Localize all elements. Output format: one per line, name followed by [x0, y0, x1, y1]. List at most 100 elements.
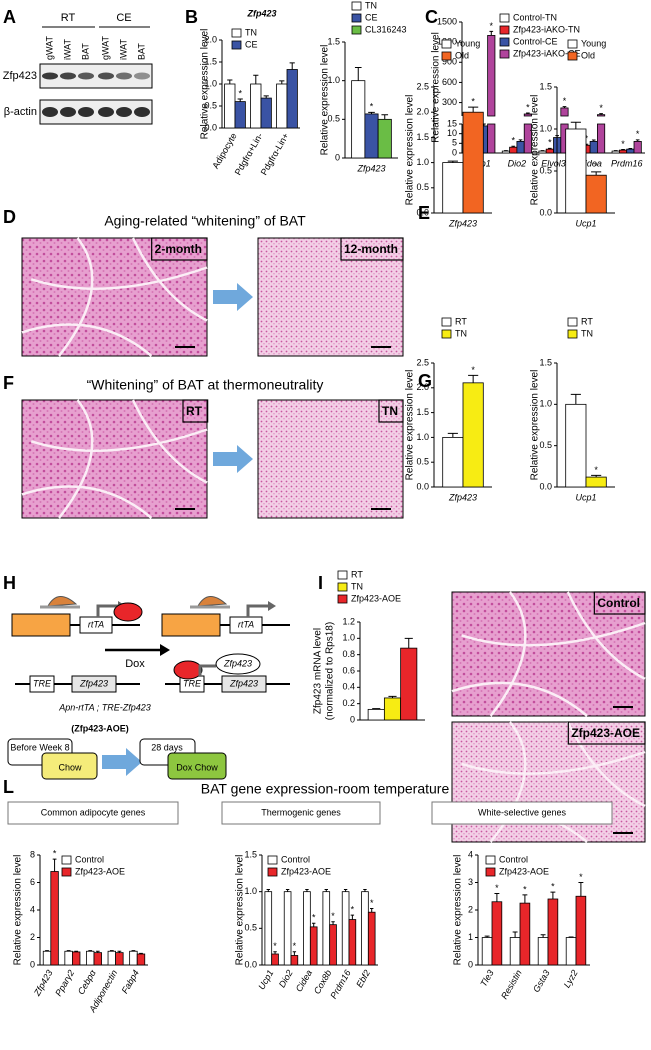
bar	[303, 891, 311, 966]
error-bar	[404, 637, 413, 649]
vessel	[30, 428, 208, 452]
y-axis-label: Relative expression level	[13, 855, 24, 966]
x-tick-label: Elvol3	[541, 158, 566, 168]
bar	[364, 113, 379, 159]
legend-swatch	[485, 855, 496, 865]
significance: *	[526, 102, 530, 112]
bar	[260, 97, 272, 129]
x-tick-label: Zfp423	[448, 218, 477, 228]
header-box	[221, 801, 381, 825]
bar	[107, 950, 117, 966]
legend-label: Zfp423-iAKO-CE	[513, 48, 581, 58]
legend-swatch	[337, 570, 348, 580]
bar	[545, 148, 554, 154]
promoter-block	[11, 613, 71, 637]
timeline-box	[167, 752, 227, 780]
significance: *	[523, 884, 527, 894]
error-bar	[312, 922, 316, 927]
protein-label: Zfp423	[3, 70, 37, 82]
legend-swatch	[567, 317, 578, 327]
error-bar	[343, 888, 348, 892]
error-bar	[74, 950, 79, 952]
y-tick-label: 0.5	[416, 457, 429, 467]
x-tick-label: Dio2	[277, 968, 295, 989]
error-bar	[522, 894, 528, 904]
bar	[93, 952, 102, 966]
blot-group: CE	[116, 12, 131, 24]
y-tick-label: 6	[30, 877, 35, 887]
section-header: White-selective genes	[478, 807, 567, 817]
vessel	[566, 721, 646, 808]
legend-label: TN	[351, 581, 363, 591]
legend-label: RT	[581, 316, 593, 326]
y-tick-label: 1.5	[416, 407, 429, 417]
y-tick-label: 15	[447, 118, 457, 128]
legend-label: Old	[455, 50, 469, 60]
panel-letter: L	[3, 777, 14, 797]
significance: *	[238, 88, 242, 98]
legend-swatch	[499, 37, 510, 47]
error-bar	[363, 888, 367, 892]
vessel	[30, 266, 208, 290]
vessel	[21, 323, 153, 357]
label-box	[593, 591, 646, 615]
error-bar	[350, 914, 355, 920]
arrow	[213, 283, 253, 311]
legend-label: Control-CE	[513, 36, 558, 46]
tre-box	[29, 675, 55, 693]
bar	[309, 926, 318, 966]
y-tick-label: 1.5	[204, 56, 217, 66]
x-tick-label: Ebf2	[354, 968, 372, 989]
image-label: 2-month	[155, 242, 202, 256]
blot-band	[42, 107, 58, 117]
y-tick-label: 1.0	[342, 633, 355, 643]
significance: *	[594, 161, 598, 171]
panel-letter: C	[425, 7, 438, 27]
legend-label: Zfp423-AOE	[281, 866, 331, 876]
bar	[42, 950, 52, 966]
protein-label: β-actin	[4, 106, 37, 118]
lane-label: gWAT	[44, 35, 54, 60]
x-tick-label: Cidea	[294, 968, 314, 993]
y-axis-label: Relative expression level	[200, 29, 211, 140]
error-bar	[511, 145, 516, 148]
bar	[565, 937, 577, 966]
y-axis-label: Relative expression level	[235, 855, 246, 966]
error-bar	[95, 950, 100, 953]
bar	[618, 149, 628, 154]
significance: *	[370, 102, 374, 112]
legend-swatch	[231, 28, 242, 38]
bar	[329, 924, 337, 966]
bar	[519, 902, 531, 966]
blot-band	[134, 72, 150, 80]
y-axis-label: Relative expression level	[431, 32, 442, 143]
vessel	[131, 237, 208, 322]
error-bar	[562, 106, 567, 108]
error-bar	[289, 62, 295, 70]
lane-label: BAT	[136, 43, 146, 60]
panel-letter: B	[185, 7, 198, 27]
bar	[523, 123, 532, 154]
legend-label: Zfp423-AOE	[351, 593, 401, 603]
rtta-protein	[113, 602, 143, 622]
y-tick-label: 300	[442, 97, 457, 107]
legend-label: TN	[455, 328, 467, 338]
bar	[585, 476, 607, 488]
significance: *	[293, 941, 297, 951]
panel-letter: F	[3, 373, 14, 393]
error-bar	[540, 934, 546, 938]
x-tick-label: Zfp423	[356, 163, 385, 173]
error-bar	[273, 951, 277, 954]
blot-band	[116, 107, 132, 117]
significance: *	[563, 96, 567, 106]
gene-box	[229, 616, 263, 634]
blot-band	[134, 107, 150, 117]
bar	[224, 83, 236, 129]
vessel	[489, 591, 527, 717]
histology-image	[451, 591, 646, 717]
arrow	[213, 445, 253, 473]
legend-swatch	[499, 25, 510, 35]
legend-label: Young	[455, 38, 480, 48]
blot-band	[98, 107, 114, 117]
